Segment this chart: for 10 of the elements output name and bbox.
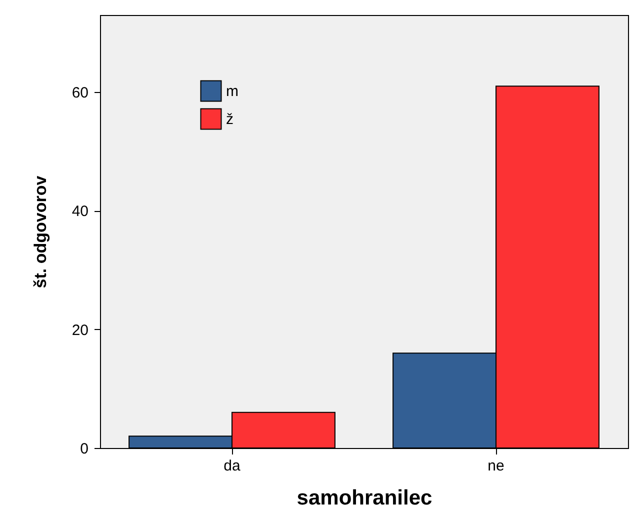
y-tick-label: 0 (80, 440, 88, 458)
y-tick-label: 40 (72, 203, 88, 220)
legend-label: ž (226, 111, 234, 128)
x-axis-title: samohranilec (296, 486, 433, 510)
legend-label: m (226, 83, 238, 100)
y-tick-label: 20 (72, 322, 88, 339)
x-tick-label: da (224, 458, 241, 474)
x-tick-label: ne (488, 458, 504, 474)
y-tick-label: 60 (72, 84, 88, 102)
y-axis-title: št. odgovorov (30, 175, 50, 288)
